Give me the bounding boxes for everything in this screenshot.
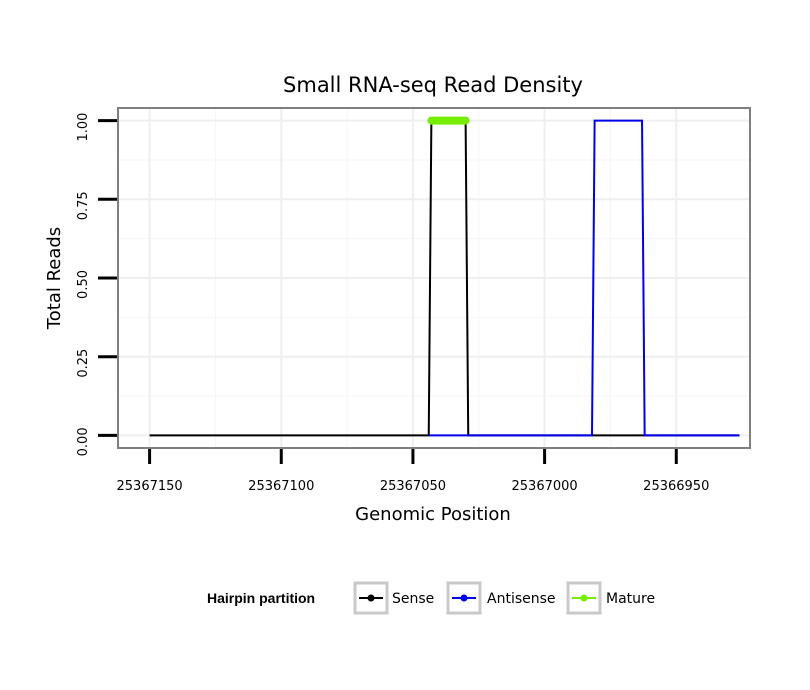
x-tick-label: 25366950	[643, 479, 709, 494]
x-axis-title: Genomic Position	[355, 504, 511, 525]
legend-items: Sense Antisense Mature	[353, 581, 655, 615]
plot-grid	[118, 108, 750, 448]
y-tick-label: 1.00	[76, 113, 91, 142]
x-tick-label: 25367000	[512, 479, 578, 494]
series-layer	[149, 116, 740, 437]
legend-label: Antisense	[487, 591, 556, 607]
series-line-antisense	[428, 119, 740, 437]
legend: Hairpin partition Sense Antisense Mature	[207, 581, 655, 615]
legend-key-point	[367, 594, 375, 602]
legend-title: Hairpin partition	[207, 590, 315, 606]
plot-frame	[117, 107, 751, 449]
y-tick-label: 0.75	[76, 191, 91, 220]
legend-key-point	[580, 594, 588, 602]
x-tick-label: 25367150	[117, 479, 183, 494]
x-axis: 25367150 25367100 25367050 25367000 25366950	[117, 449, 709, 494]
legend-label: Sense	[392, 591, 434, 607]
legend-item-sense: Sense	[353, 581, 434, 615]
x-tick-label: 25367050	[380, 479, 446, 494]
x-tick-label: 25367100	[248, 479, 314, 494]
y-tick-label: 0.00	[76, 427, 91, 456]
legend-item-mature: Mature	[566, 581, 655, 615]
y-axis: 0.00 0.25 0.50 0.75 1.00	[76, 113, 117, 456]
y-tick-label: 0.50	[76, 270, 91, 299]
legend-label: Mature	[606, 591, 655, 607]
y-tick-label: 0.25	[76, 349, 91, 378]
legend-key-point	[460, 594, 468, 602]
y-axis-title: Total Reads	[44, 227, 65, 330]
legend-item-antisense: Antisense	[446, 581, 556, 615]
chart-title: Small RNA-seq Read Density	[283, 73, 583, 97]
